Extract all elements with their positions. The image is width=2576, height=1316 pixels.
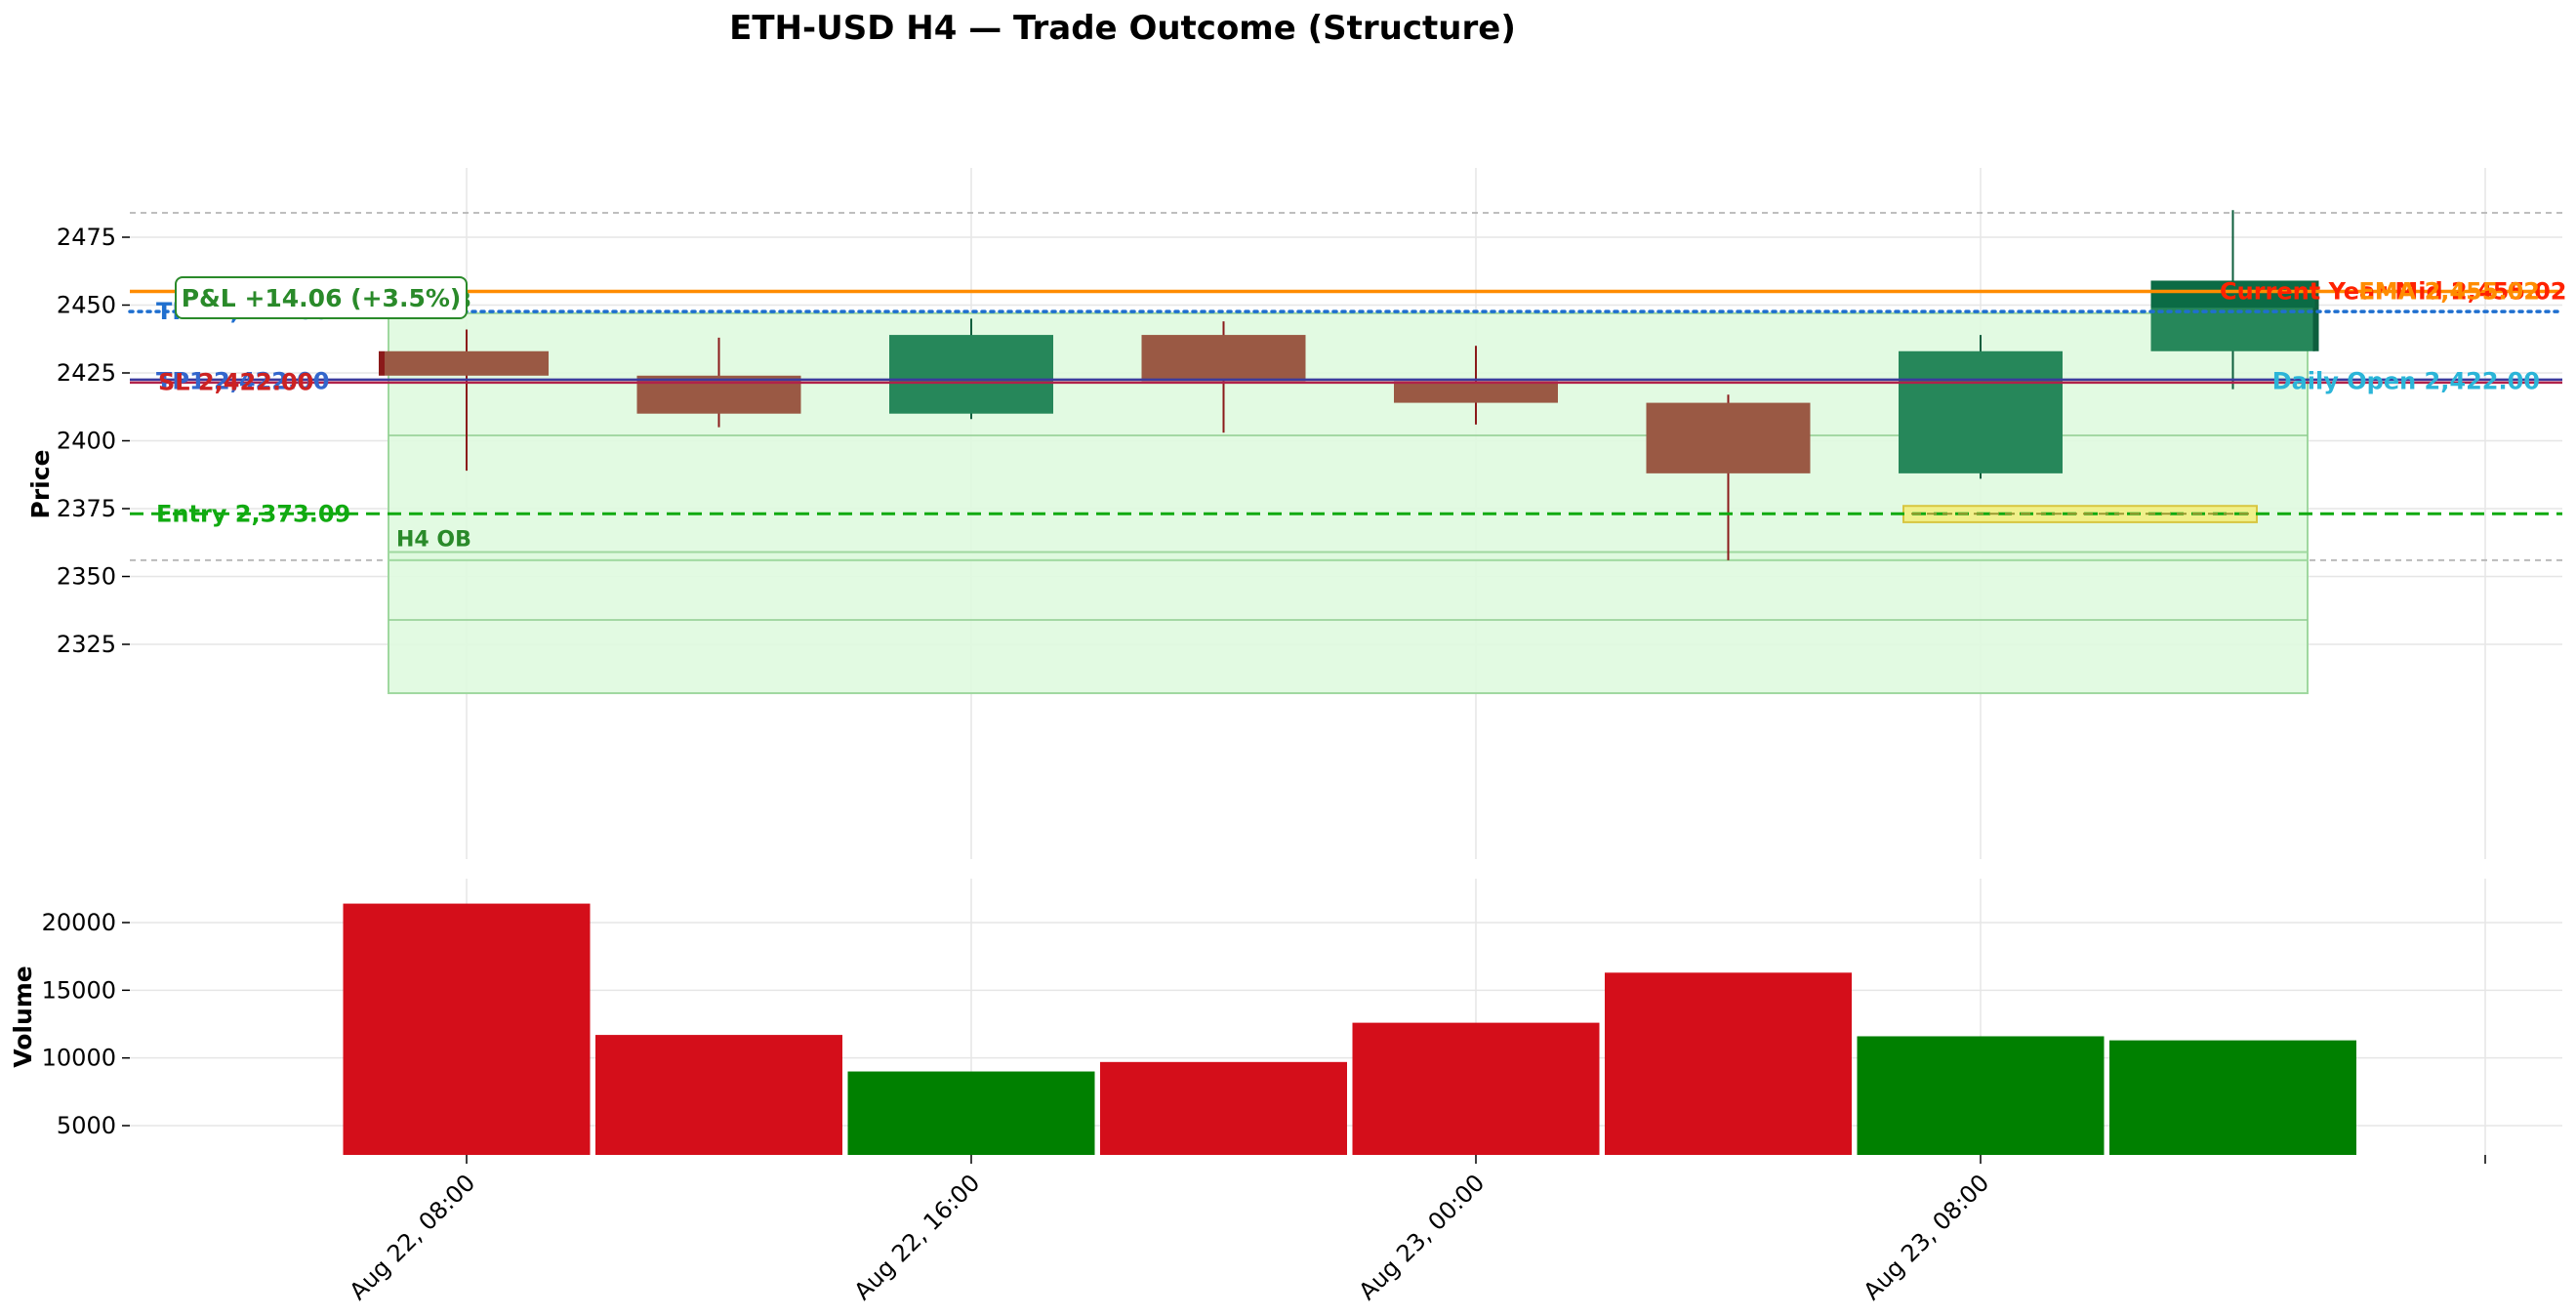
volume-bar <box>595 1035 842 1155</box>
candle-body <box>1646 402 1811 473</box>
candle-body <box>889 335 1053 414</box>
x-tick-label: Aug 23, 00:00 <box>1354 1169 1491 1305</box>
volume-bar <box>847 1071 1095 1155</box>
volume-y-tick-label: 20000 <box>42 909 116 936</box>
price-y-tick-label: 2350 <box>57 563 116 591</box>
volume-bar <box>1857 1036 2105 1155</box>
price-axis-label: Price <box>26 450 55 519</box>
candle-body <box>1141 335 1306 382</box>
tp1-label: TP1 2,422.00 <box>156 367 329 394</box>
price-y-tick-label: 2325 <box>57 631 116 658</box>
candle-body <box>1394 381 1558 403</box>
volume-y-tick-label: 10000 <box>42 1045 116 1072</box>
order-block-zone <box>388 551 2309 561</box>
price-y-tick-label: 2400 <box>57 428 116 455</box>
candle-top-band <box>2150 280 2315 308</box>
price-y-tick-label: 2475 <box>57 224 116 251</box>
entry-label: Entry 2,373.09 <box>156 500 350 527</box>
pnl-badge: P&L +14.06 (+3.5%) <box>175 276 468 319</box>
candle-edge-mark <box>2312 280 2319 351</box>
volume-bar <box>343 903 591 1155</box>
price-y-tick-label: 2450 <box>57 292 116 319</box>
volume-bar <box>1352 1022 1600 1155</box>
volume-y-tick-label: 15000 <box>42 976 116 1004</box>
candle-body <box>1899 350 2063 473</box>
x-tick-label: Aug 23, 08:00 <box>1859 1169 1995 1305</box>
ema-label: EMA 2,455.02 <box>2358 278 2540 306</box>
volume-panel: 5000 10000 15000 20000 Volume Aug 22, 08:00 Au… <box>9 879 2562 1305</box>
chart-title: ETH-USD H4 — Trade Outcome (Structure) <box>729 9 1516 48</box>
candle-body <box>385 350 549 376</box>
order-block-label: H4 OB <box>396 527 471 552</box>
sl-label: SL 2,422.00 <box>158 368 313 395</box>
volume-axis-label: Volume <box>9 966 37 1068</box>
volume-bar <box>1100 1061 1347 1155</box>
volume-bar <box>2109 1040 2356 1155</box>
daily-open-label: Daily Open 2,422.00 <box>2272 367 2540 394</box>
year-mid-label: Current Year Mid 2,455.02 <box>2220 278 2566 306</box>
price-y-tick-label: 2375 <box>57 495 116 522</box>
pnl-badge-box <box>175 276 468 319</box>
candle-edge-mark <box>379 350 385 376</box>
volume-bar <box>1605 972 1852 1155</box>
pnl-label: P&L +14.06 (+3.5%) <box>182 284 462 312</box>
x-tick-label: Aug 22, 08:00 <box>345 1169 481 1305</box>
volume-y-tick-label: 5000 <box>57 1112 116 1139</box>
x-tick-label: Aug 22, 16:00 <box>849 1169 986 1305</box>
price-y-tick-label: 2425 <box>57 359 116 387</box>
